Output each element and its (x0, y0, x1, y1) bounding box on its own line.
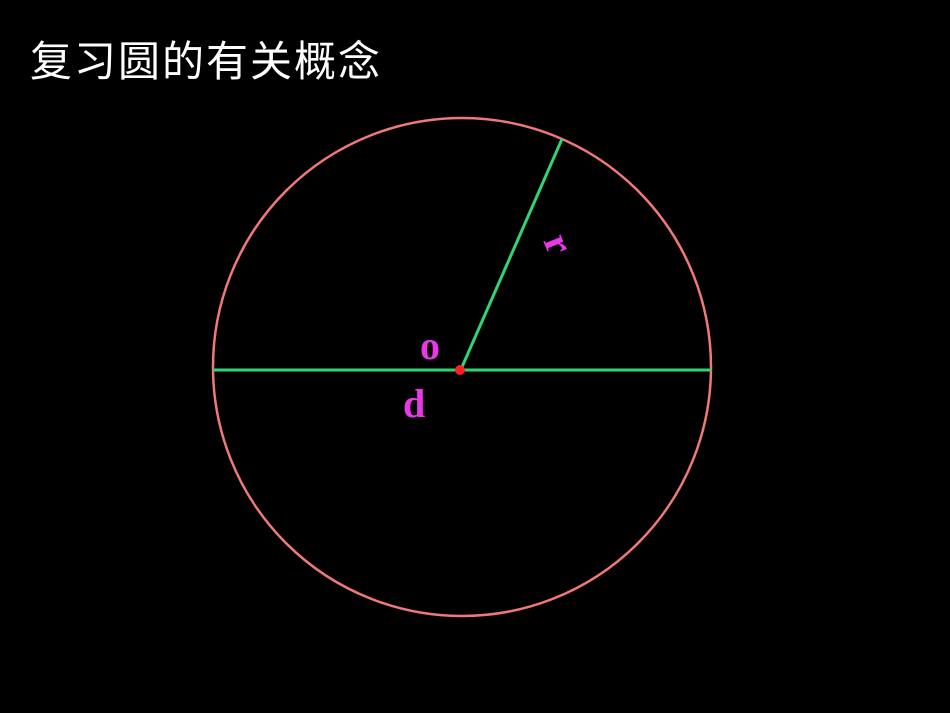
slide-canvas: 复习圆的有关概念 o d r (0, 0, 950, 713)
diameter-label-d: d (403, 380, 425, 427)
circle-diagram (0, 0, 950, 713)
center-label-o: o (420, 322, 440, 369)
center-dot (455, 365, 465, 375)
